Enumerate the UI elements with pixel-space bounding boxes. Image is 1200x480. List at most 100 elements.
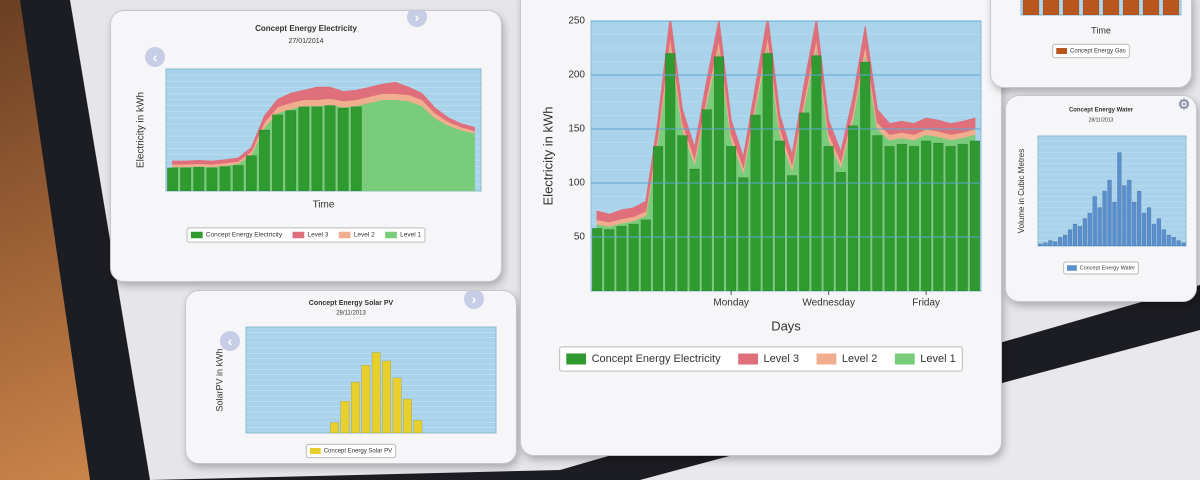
legend-label: Concept Energy Gas — [1070, 49, 1126, 55]
y-axis-label: Electricity in kWh — [540, 107, 555, 206]
bar — [392, 377, 402, 433]
legend-label: Concept Energy Solar PV — [324, 449, 392, 455]
settings-button[interactable]: ⚙ — [1177, 96, 1191, 112]
bar — [860, 61, 871, 291]
legend-label: Level 1 — [400, 232, 421, 239]
x-tick-label: Monday — [713, 298, 749, 309]
legend-item: Concept Energy Electricity — [566, 353, 721, 365]
bar — [340, 400, 350, 433]
legend: Concept Energy Gas — [1052, 43, 1130, 59]
bar — [640, 219, 651, 291]
bar — [1022, 0, 1040, 15]
legend-frame — [1052, 43, 1130, 59]
bar — [872, 135, 883, 291]
chart-title: Concept Energy Water — [1069, 108, 1134, 114]
bar — [1142, 0, 1160, 15]
bar — [665, 53, 676, 291]
bar — [232, 165, 244, 191]
bar — [245, 155, 257, 191]
bar — [1067, 229, 1073, 246]
bar — [167, 167, 179, 191]
bar — [272, 114, 284, 191]
bar — [1053, 241, 1058, 246]
chart: Time Concept Energy Gas — [1020, 0, 1182, 59]
legend-swatch — [1056, 48, 1068, 54]
bar — [726, 146, 737, 291]
legend: Concept Energy Electricity Level 3 Level 2… — [559, 346, 963, 372]
y-axis-label: Electricity in kWh — [136, 92, 147, 168]
legend-frame — [186, 227, 426, 243]
legend-frame — [559, 346, 963, 372]
bar — [1072, 223, 1078, 246]
bar — [193, 167, 205, 191]
plot — [330, 352, 423, 433]
legend-item: Concept Energy Gas — [1056, 48, 1126, 55]
plot — [1038, 152, 1186, 246]
bar — [652, 146, 664, 291]
bar — [180, 167, 192, 191]
legend-swatch — [338, 231, 351, 239]
bar — [1127, 179, 1132, 246]
chart-title: Concept Energy Solar PV — [309, 300, 394, 307]
bar — [1117, 152, 1122, 246]
legend-swatch — [292, 231, 305, 239]
bar — [750, 114, 761, 291]
bar — [1048, 240, 1053, 246]
bar — [774, 140, 785, 291]
bar — [1042, 0, 1060, 15]
y-tick-label: 250 — [568, 16, 585, 27]
legend-swatch — [894, 353, 915, 365]
legend: Concept Energy Electricity Level 3 Level 2… — [186, 227, 426, 243]
bar — [1097, 207, 1102, 246]
bar — [1162, 0, 1180, 15]
bar — [762, 53, 773, 291]
bar — [1146, 207, 1152, 246]
bar — [884, 146, 895, 291]
bar — [1181, 242, 1186, 246]
plot-background — [1020, 0, 1182, 16]
bar — [823, 146, 834, 291]
previous-button[interactable]: ‹ — [220, 331, 240, 351]
solar-card: Concept Energy Solar PV 28/11/2013 SolarPV… — [185, 290, 517, 464]
electricity-week-card: 50 100 150 200 250 Monday Wednesday Friday Days E… — [520, 0, 1002, 456]
bar — [1151, 223, 1157, 246]
bar — [1107, 179, 1112, 246]
bar — [382, 360, 391, 433]
legend-item: Level 1 — [894, 353, 956, 365]
bar — [361, 364, 371, 433]
bar — [1122, 0, 1140, 15]
legend-swatch — [566, 353, 587, 365]
next-button[interactable]: › — [464, 291, 484, 309]
bar — [1102, 0, 1120, 15]
bar — [1058, 236, 1063, 246]
bar — [969, 140, 980, 291]
bar — [799, 112, 810, 291]
bar — [908, 146, 920, 291]
bar — [258, 129, 270, 191]
legend-frame — [1063, 261, 1139, 275]
bar — [921, 140, 932, 291]
y-axis-label: SolarPV in kWh — [214, 348, 224, 411]
bar — [351, 381, 360, 433]
legend-label: Level 3 — [307, 232, 328, 239]
next-button[interactable]: › — [407, 11, 427, 27]
legend-label: Level 3 — [763, 353, 798, 365]
chart: Concept Energy Solar PV 28/11/2013 SolarPV… — [214, 300, 497, 459]
x-tick-label: Wednesday — [802, 298, 855, 309]
bar — [1166, 234, 1171, 246]
previous-button[interactable]: ‹ — [145, 47, 165, 67]
bar — [787, 175, 798, 291]
bar — [1043, 242, 1048, 246]
bar — [701, 109, 712, 291]
bar — [285, 110, 297, 191]
bar — [298, 106, 310, 191]
y-axis-label: Volume in Cubic Metres — [1017, 149, 1026, 233]
bar — [1102, 190, 1107, 246]
bar — [324, 105, 336, 191]
y-tick-label: 150 — [568, 124, 585, 135]
bar — [896, 143, 907, 291]
bar — [847, 125, 859, 291]
bar — [1038, 243, 1043, 246]
bar — [604, 229, 615, 291]
